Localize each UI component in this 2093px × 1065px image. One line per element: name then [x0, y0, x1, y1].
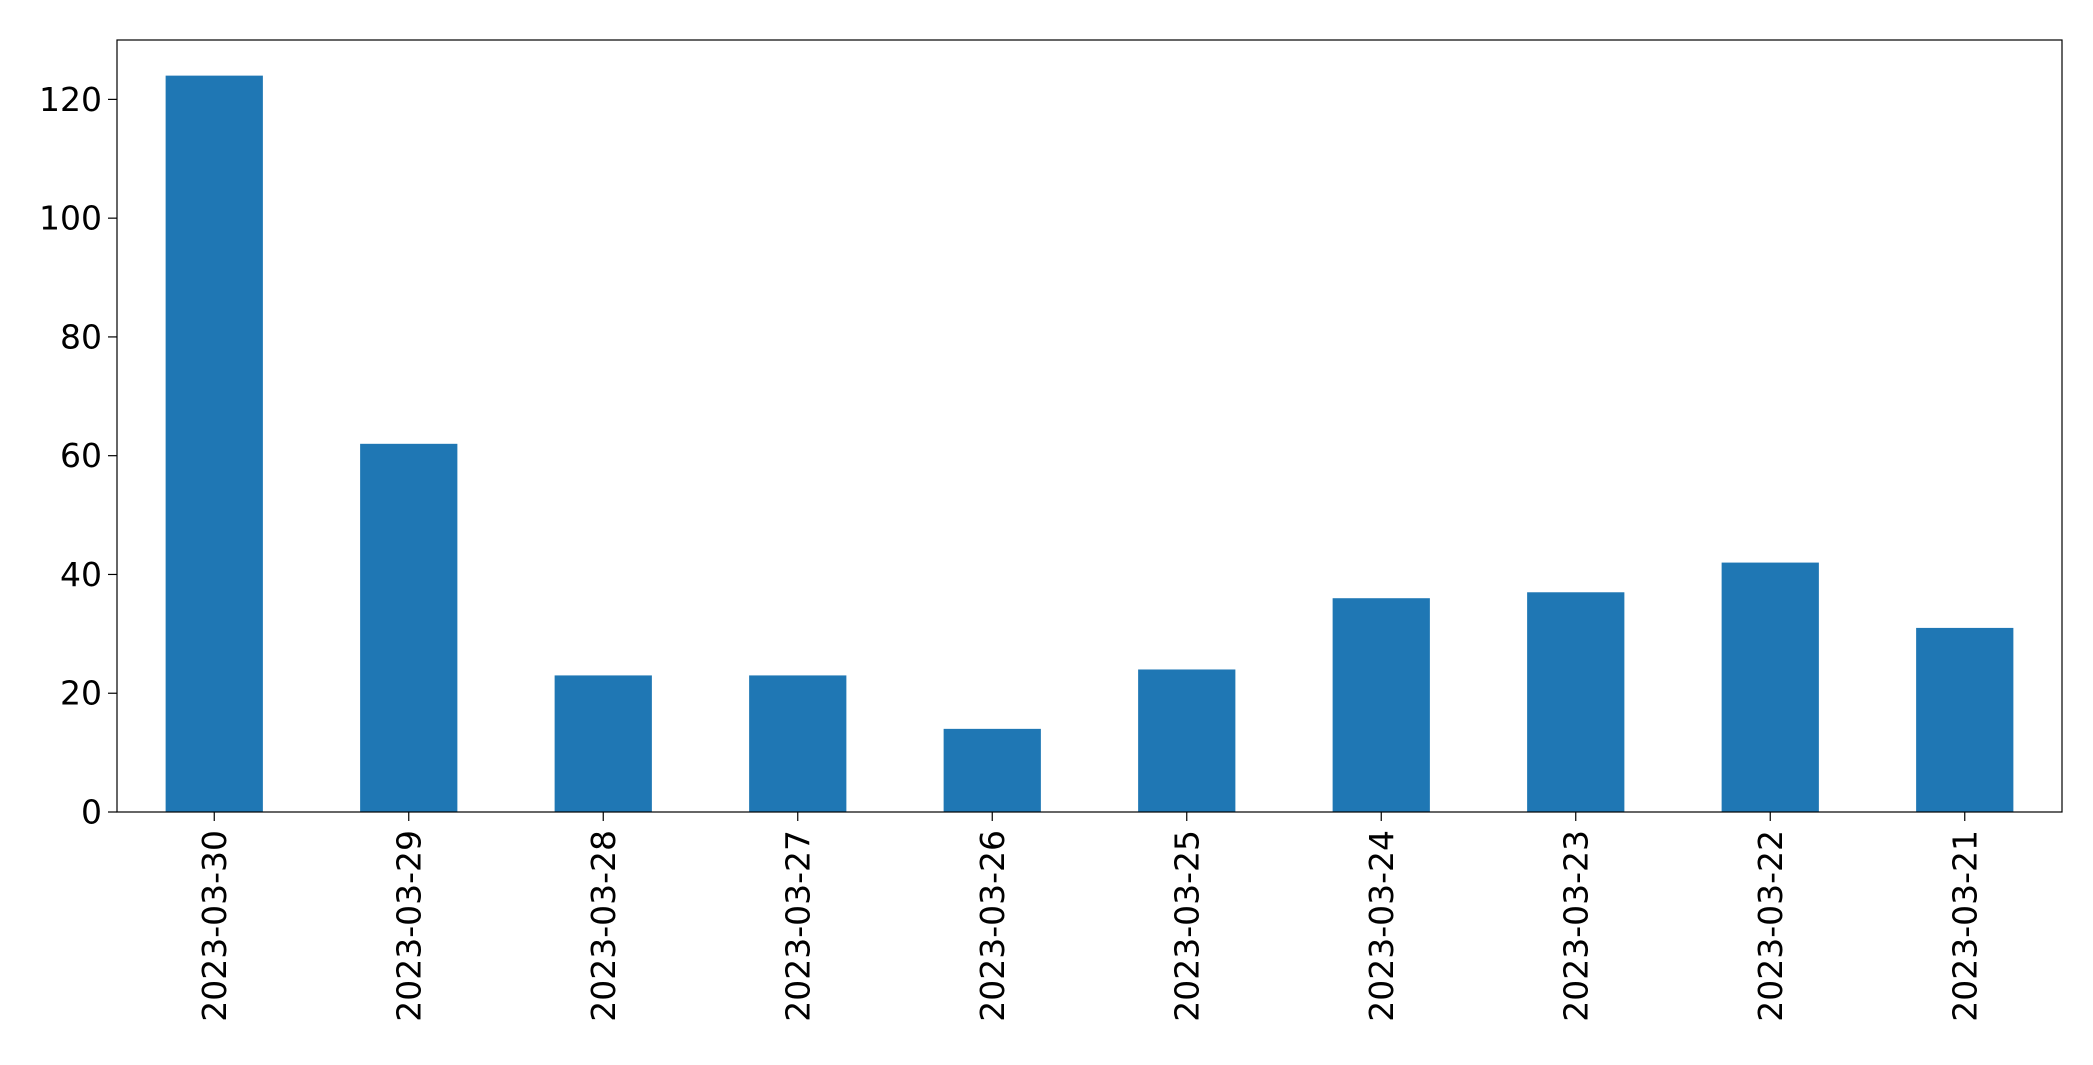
y-axis: 0 20 40 60 80 100 120 [39, 80, 117, 832]
bars-layer [165, 75, 2014, 813]
y-tick-label: 0 [81, 793, 102, 832]
x-tick-label: 2023-03-24 [1362, 830, 1401, 1022]
bar-2023-03-24 [1332, 598, 1430, 812]
x-tick-label: 2023-03-27 [778, 830, 817, 1022]
y-tick-label: 100 [39, 199, 102, 238]
x-tick-label: 2023-03-23 [1556, 830, 1595, 1022]
y-tick-label: 80 [60, 317, 102, 356]
bar-2023-03-23 [1527, 592, 1625, 812]
x-axis: 2023-03-30 2023-03-29 2023-03-28 2023-03-27… [195, 812, 1984, 1022]
bar-2023-03-21 [1916, 627, 2014, 812]
x-tick-label: 2023-03-21 [1945, 830, 1984, 1022]
y-tick-label: 40 [60, 555, 102, 594]
bar-2023-03-26 [943, 728, 1041, 812]
x-tick-label: 2023-03-22 [1751, 830, 1790, 1022]
bar-2023-03-25 [1138, 669, 1236, 812]
y-tick-label: 20 [60, 674, 102, 713]
y-tick-label: 120 [39, 80, 102, 119]
bar-2023-03-27 [749, 675, 847, 812]
bar-2023-03-28 [554, 675, 652, 812]
x-tick-label: 2023-03-29 [389, 830, 428, 1022]
bar-2023-03-30 [165, 75, 263, 813]
x-tick-label: 2023-03-25 [1167, 830, 1206, 1022]
x-tick-label: 2023-03-30 [195, 830, 234, 1022]
x-tick-label: 2023-03-26 [973, 830, 1012, 1022]
x-tick-label: 2023-03-28 [584, 830, 623, 1022]
plot-frame [116, 39, 2063, 813]
bar-2023-03-22 [1721, 562, 1819, 812]
y-tick-label: 60 [60, 436, 102, 475]
bar-2023-03-29 [360, 443, 458, 812]
